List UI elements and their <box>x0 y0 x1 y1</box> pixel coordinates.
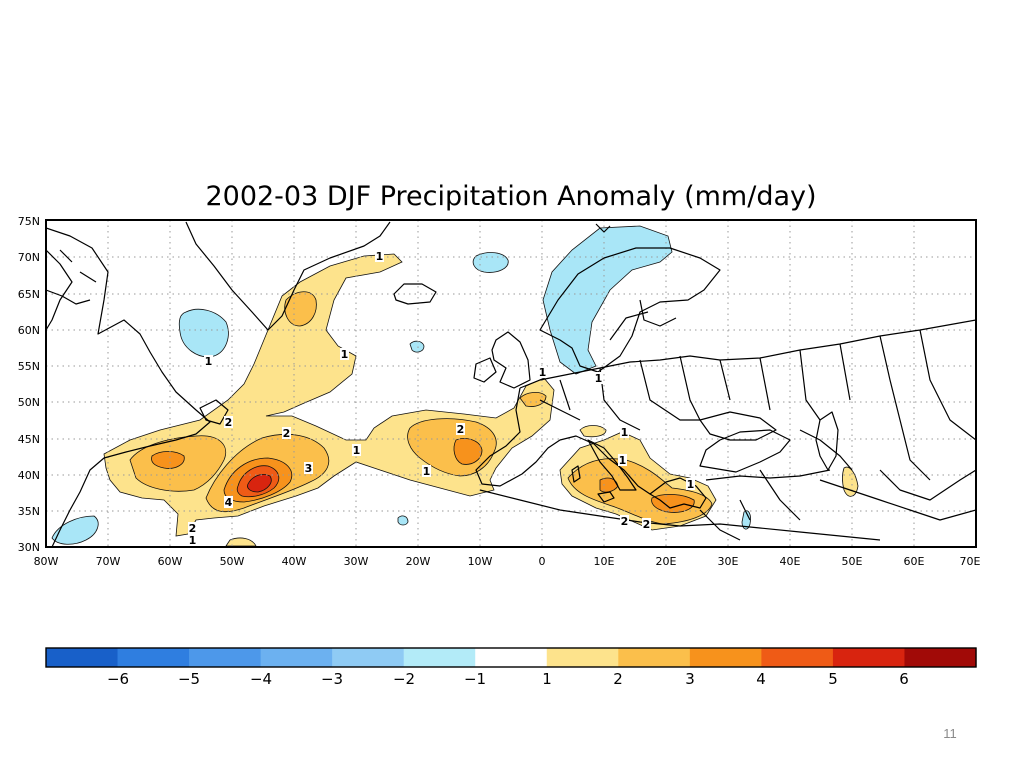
page-number: 11 <box>943 726 957 741</box>
colorbar-swatches <box>46 648 977 667</box>
contour-label: 1 <box>353 444 361 457</box>
colorbar-swatch <box>332 648 405 667</box>
colorbar-label: −6 <box>107 670 129 688</box>
lon-tick: 10E <box>594 555 615 568</box>
latitude-axis: 75N 70N 65N 60N 55N 50N 45N 40N 35N 30N <box>18 215 40 554</box>
colorbar-swatch <box>618 648 691 667</box>
lon-tick: 80W <box>34 555 59 568</box>
colorbar-swatch <box>832 648 906 667</box>
contour-label: 2 <box>283 427 291 440</box>
colorbar-label: −2 <box>393 670 415 688</box>
colorbar: −6 −5 −4 −3 −2 −1 1 2 3 4 5 6 <box>45 647 977 688</box>
map-frame <box>45 219 977 548</box>
colorbar-swatch <box>689 648 762 667</box>
longitude-axis: 80W 70W 60W 50W 40W 30W 20W 10W 0 10E 20… <box>34 555 981 568</box>
colorbar-swatch <box>260 648 333 667</box>
colorbar-label: 4 <box>756 670 766 688</box>
lat-tick: 65N <box>18 288 40 301</box>
colorbar-label: −1 <box>464 670 486 688</box>
lat-tick: 40N <box>18 469 40 482</box>
colorbar-label: −5 <box>178 670 200 688</box>
lat-tick: 60N <box>18 324 40 337</box>
lat-lon-grid <box>46 220 976 547</box>
contour-label: 1 <box>423 465 431 478</box>
contour-label: 2 <box>457 423 465 436</box>
lat-tick: 75N <box>18 215 40 228</box>
contour-label: 1 <box>205 355 213 368</box>
contour-label: 1 <box>539 366 547 379</box>
contour-label: 1 <box>376 250 384 263</box>
lon-tick: 70E <box>960 555 981 568</box>
lon-tick: 30E <box>718 555 739 568</box>
lon-tick: 20E <box>656 555 677 568</box>
colorbar-label: −4 <box>250 670 272 688</box>
lon-tick: 40E <box>780 555 801 568</box>
lat-tick: 35N <box>18 505 40 518</box>
colorbar-swatch <box>403 648 476 667</box>
contour-label: 1 <box>619 454 627 467</box>
contour-label: 1 <box>595 372 603 385</box>
colorbar-label: 1 <box>542 670 552 688</box>
colorbar-swatch <box>117 648 190 667</box>
lon-tick: 60E <box>904 555 925 568</box>
map-panel: 1 1 1 1 1 1 1 1 1 1 1 2 2 2 <box>46 220 976 547</box>
lat-tick: 55N <box>18 360 40 373</box>
contour-label: 3 <box>305 462 313 475</box>
contour-label: 1 <box>621 426 629 439</box>
colorbar-swatch <box>546 648 619 667</box>
colorbar-swatch <box>761 648 834 667</box>
lon-tick: 60W <box>158 555 183 568</box>
colorbar-labels: −6 −5 −4 −3 −2 −1 1 2 3 4 5 6 <box>107 670 909 688</box>
colorbar-frame <box>45 647 977 668</box>
lon-tick: 50W <box>220 555 245 568</box>
map-title: 2002-03 DJF Precipitation Anomaly (mm/da… <box>205 181 816 212</box>
lon-tick: 40W <box>282 555 307 568</box>
contour-label: 1 <box>189 534 197 547</box>
lon-tick: 70W <box>96 555 121 568</box>
colorbar-label: −3 <box>321 670 343 688</box>
colorbar-swatch <box>904 648 977 667</box>
negative-anomaly-areas <box>51 225 751 545</box>
colorbar-label: 6 <box>899 670 909 688</box>
positive-anomaly-level-5 <box>247 474 272 493</box>
colorbar-label: 2 <box>613 670 623 688</box>
colorbar-label: 3 <box>685 670 695 688</box>
lon-tick: 0 <box>539 555 546 568</box>
lon-tick: 50E <box>842 555 863 568</box>
lat-tick: 30N <box>18 541 40 554</box>
lon-tick: 10W <box>468 555 493 568</box>
colorbar-swatch <box>189 648 262 667</box>
contour-labels: 1 1 1 1 1 1 1 1 1 1 1 2 2 2 <box>188 250 695 547</box>
contour-label: 1 <box>687 478 695 491</box>
colorbar-swatch <box>475 648 548 667</box>
lon-tick: 30W <box>344 555 369 568</box>
colorbar-label: 5 <box>828 670 838 688</box>
lat-tick: 70N <box>18 251 40 264</box>
contour-label: 2 <box>225 416 233 429</box>
contour-label: 2 <box>189 522 197 535</box>
contour-label: 2 <box>621 515 629 528</box>
contour-label: 4 <box>225 496 233 509</box>
lon-tick: 20W <box>406 555 431 568</box>
colorbar-swatch <box>46 648 119 667</box>
contour-label: 1 <box>341 348 349 361</box>
lat-tick: 45N <box>18 433 40 446</box>
contour-label: 2 <box>643 518 651 531</box>
lat-tick: 50N <box>18 396 40 409</box>
